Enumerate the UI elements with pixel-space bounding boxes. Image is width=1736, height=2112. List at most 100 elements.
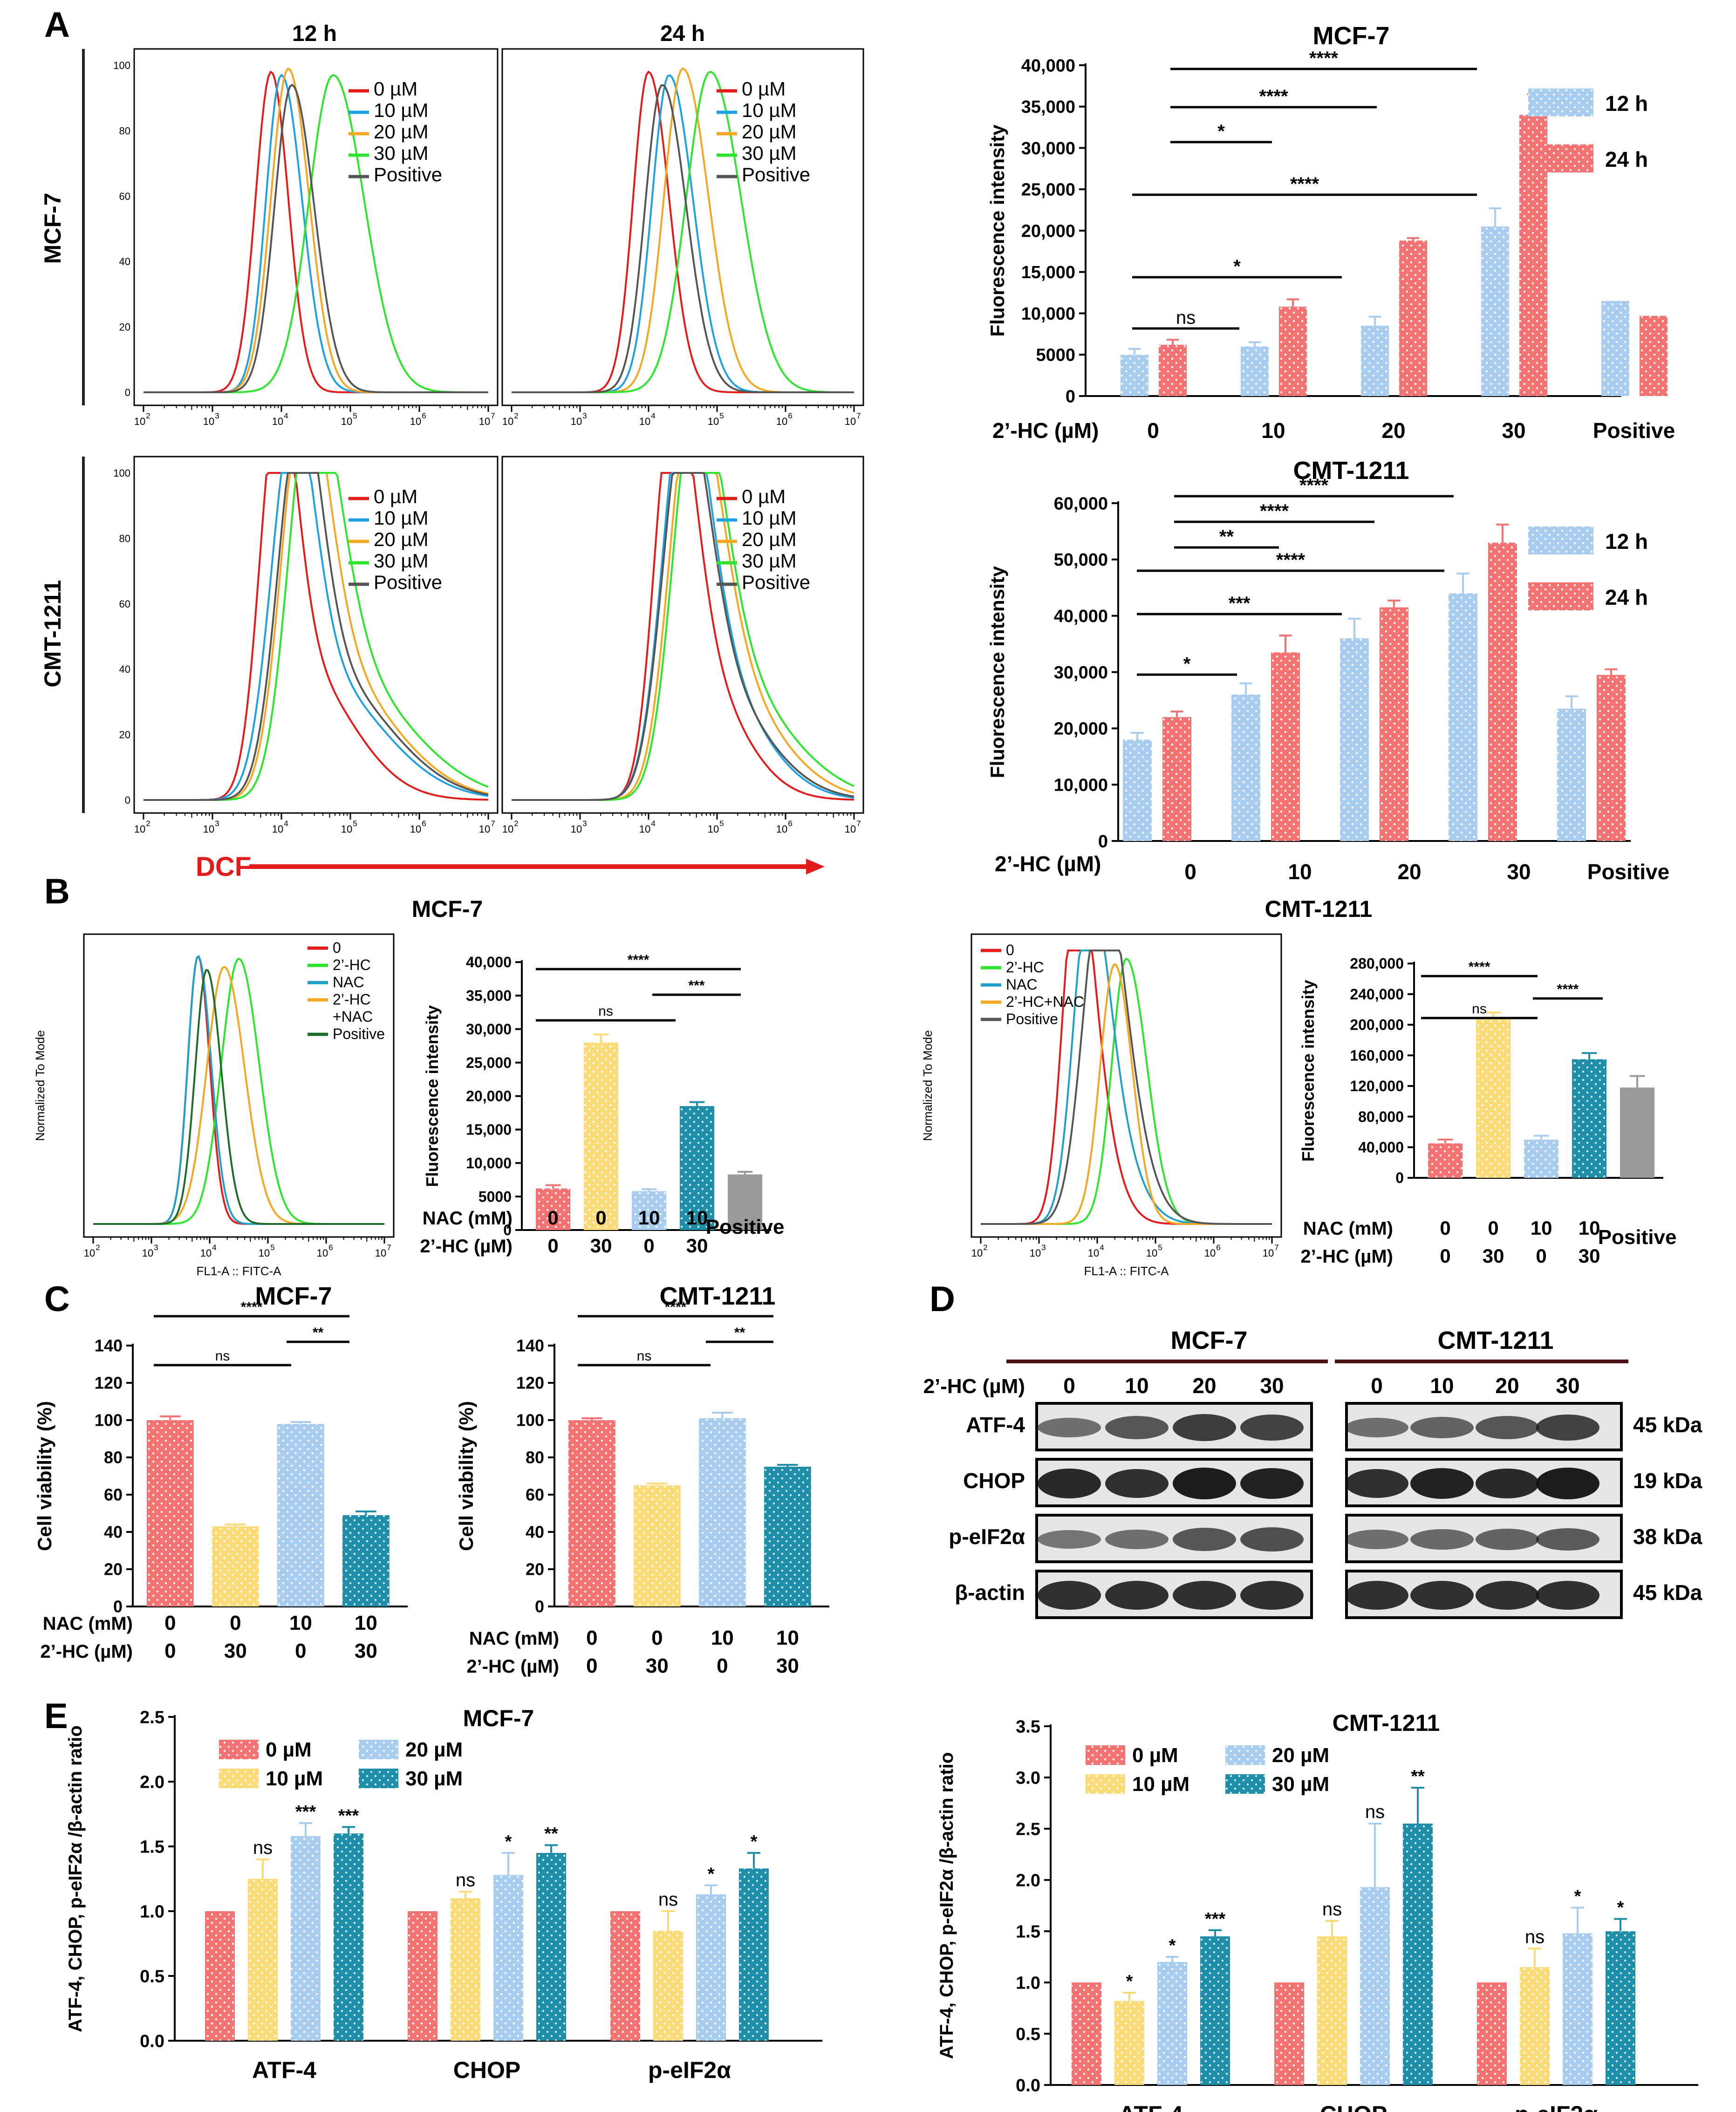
c-row-value: 0 — [586, 1627, 597, 1649]
histogram-curve-4 — [981, 950, 1272, 1225]
histogram-x-tick-label: 10 — [410, 823, 421, 835]
histogram-curve-4 — [512, 84, 854, 393]
y-tick-label: 2.5 — [1016, 1819, 1040, 1839]
histogram-x-tick-label: 10 — [375, 1247, 386, 1259]
histogram-x-tick-exp: 2 — [514, 411, 518, 420]
bar — [1563, 1933, 1592, 2085]
y-tick-label: 120,000 — [1350, 1078, 1404, 1094]
b-row-value: 0 — [643, 1235, 654, 1257]
y-tick-label: 0.5 — [140, 1967, 164, 1986]
y-tick-label: 30,000 — [1054, 663, 1108, 683]
y-tick-label: 0.0 — [1016, 2076, 1040, 2095]
histogram-y-axis-label: Normalized To Mode — [33, 1030, 47, 1141]
bar — [568, 1420, 615, 1606]
y-tick-label: 100 — [95, 1411, 123, 1430]
histogram-frame — [133, 456, 499, 814]
panel-label-c: C — [44, 1279, 70, 1319]
y-tick-label: 2.0 — [1016, 1871, 1040, 1890]
histogram-x-tick-exp: 7 — [491, 411, 495, 420]
y-axis-label: Fluorescence intensity — [423, 1005, 442, 1187]
x-category-label: 30 — [1502, 418, 1525, 443]
bar — [1399, 240, 1427, 396]
histogram-x-tick-label: 10 — [410, 416, 421, 427]
western-band — [1240, 1415, 1304, 1441]
y-tick-label: 0 — [1395, 1169, 1404, 1186]
bar — [1557, 709, 1586, 841]
y-tick-label: 50,000 — [1054, 550, 1108, 570]
y-tick-label: 60,000 — [1054, 494, 1108, 513]
histogram-frame — [133, 48, 499, 406]
western-band-label: ATF-4 — [966, 1413, 1025, 1437]
histogram-x-tick-exp: 5 — [353, 411, 357, 420]
c-row-value: 0 — [230, 1612, 241, 1634]
y-tick-label: 40 — [526, 1523, 544, 1542]
y-tick-label: 80,000 — [1358, 1108, 1404, 1125]
histogram-y-tick: 40 — [119, 663, 130, 675]
legend-label: 24 h — [1605, 585, 1648, 609]
e-legend-label: 30 µM — [405, 1767, 463, 1790]
row-label-mcf7: MCF-7 — [40, 193, 66, 264]
y-tick-label: 3.5 — [1016, 1717, 1040, 1736]
b-row-value: 10 — [1579, 1217, 1600, 1239]
y-tick-label: 40,000 — [1021, 56, 1075, 75]
histogram-legend-label: 2’-HC — [1006, 959, 1044, 976]
western-kda-label: 45 kDa — [1633, 1413, 1702, 1437]
c-row-value: 10 — [711, 1627, 734, 1649]
y-tick-label: 25,000 — [466, 1054, 512, 1071]
bar — [451, 1898, 480, 2041]
bar — [212, 1526, 259, 1606]
b-row-value: 10 — [638, 1207, 660, 1229]
y-tick-label: 5000 — [1036, 346, 1075, 365]
c-row-value: 0 — [295, 1640, 306, 1662]
legend-label: 12 h — [1605, 529, 1648, 554]
histogram-x-tick-label: 10 — [1030, 1247, 1041, 1259]
histogram-x-tick-exp: 2 — [146, 411, 150, 420]
x-category-label: 10 — [1261, 418, 1285, 443]
legend-label: 12 h — [1605, 91, 1648, 116]
e-legend-label: 10 µM — [1132, 1773, 1189, 1796]
e-category-label: CHOP — [1320, 2101, 1387, 2112]
bar — [408, 1911, 437, 2041]
significance-label: * — [1183, 654, 1191, 674]
western-header-bar — [1006, 1360, 1328, 1363]
histogram-legend-label: NAC — [1006, 976, 1038, 993]
y-tick-label: 10,000 — [466, 1155, 512, 1171]
y-tick-label: 1.0 — [1016, 1973, 1040, 1993]
panel-label-b: B — [44, 872, 70, 911]
significance-label: *** — [1229, 593, 1251, 614]
e-legend-swatch — [219, 1740, 259, 1759]
histogram-y-tick: 60 — [119, 191, 130, 202]
c-row-label: NAC (mM) — [43, 1613, 133, 1634]
bar — [632, 1191, 667, 1230]
bar — [728, 1174, 763, 1230]
western-band — [1536, 1468, 1599, 1499]
significance-label: **** — [1557, 982, 1579, 997]
western-band — [1476, 1416, 1539, 1439]
western-dose: 10 — [1430, 1374, 1454, 1398]
b-row-label: NAC (mM) — [1303, 1218, 1393, 1239]
histogram-x-tick-label: 10 — [639, 416, 650, 427]
histogram-x-tick-exp: 4 — [1100, 1243, 1104, 1252]
b-row-value: 30 — [590, 1235, 612, 1257]
bar — [1340, 638, 1369, 841]
b-row-value: 0 — [1440, 1217, 1450, 1239]
e-significance: *** — [338, 1806, 359, 1825]
histogram-x-tick-label: 10 — [341, 823, 352, 835]
histogram-x-tick-exp: 2 — [514, 819, 518, 828]
significance-label: **** — [241, 1299, 263, 1315]
histogram-x-tick-exp: 4 — [212, 1243, 216, 1252]
histogram-legend-label: 2’-HC+NAC — [1006, 993, 1084, 1010]
western-band — [1536, 1581, 1599, 1610]
x-category-label: Positive — [1587, 860, 1669, 884]
y-tick-label: 0 — [1098, 832, 1108, 851]
histogram-x-axis-label: FL1-A :: FITC-A — [1084, 1264, 1169, 1278]
y-tick-label: 3.0 — [1016, 1768, 1040, 1788]
bar — [334, 1833, 363, 2041]
histogram-legend-label: 10 µM — [742, 507, 797, 529]
legend-label: 24 h — [1605, 147, 1648, 171]
b-row-label: 2’-HC (µM) — [420, 1236, 513, 1257]
histogram-legend-label: +NAC — [333, 1008, 373, 1025]
histogram-y-tick: 0 — [125, 387, 130, 398]
e-significance: ns — [456, 1870, 475, 1890]
y-tick-label: 0.0 — [140, 2031, 164, 2051]
